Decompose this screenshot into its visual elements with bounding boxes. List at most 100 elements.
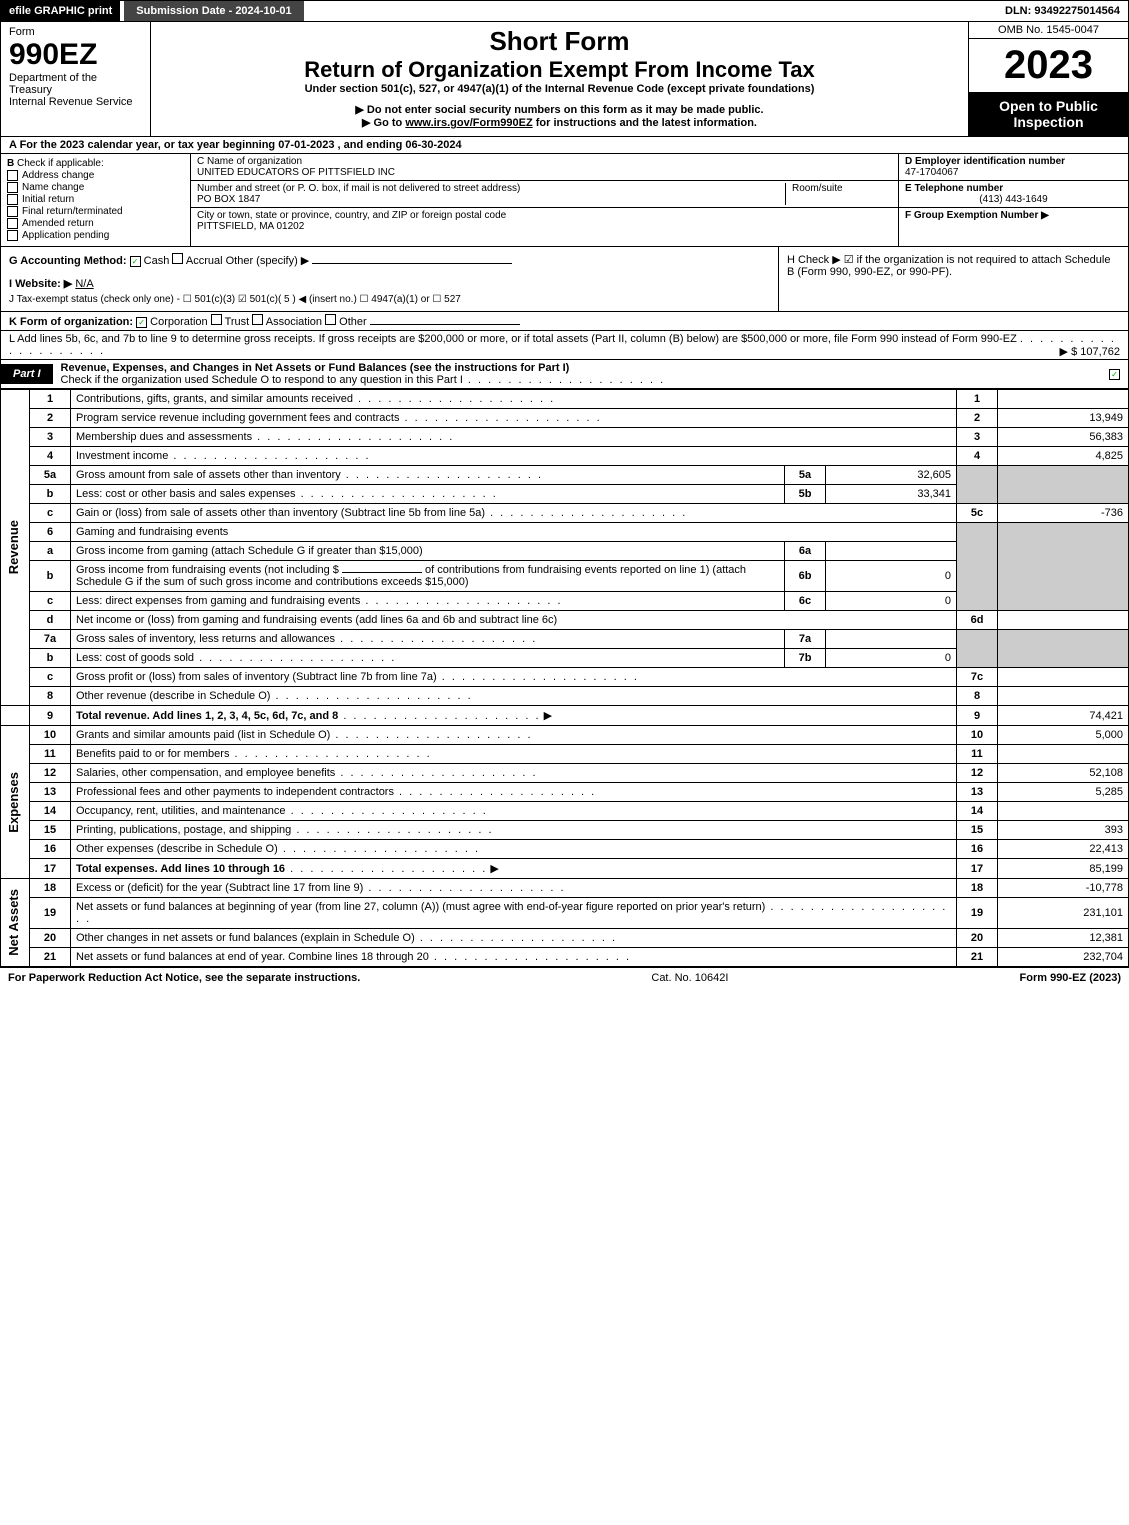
line-6a-sub: 6a — [785, 542, 826, 561]
instruction-line-2: ▶ Go to www.irs.gov/Form990EZ for instru… — [159, 116, 960, 129]
footer-right: Form 990-EZ (2023) — [1020, 972, 1121, 984]
cb-app-pending[interactable] — [7, 230, 18, 241]
cb-address-change[interactable] — [7, 170, 18, 181]
part-1-header: Part I Revenue, Expenses, and Changes in… — [0, 360, 1129, 389]
line-15-val: 393 — [998, 821, 1129, 840]
line-2-val: 13,949 — [998, 409, 1129, 428]
vlabel-expenses: Expenses — [6, 772, 21, 833]
section-c-org: C Name of organization UNITED EDUCATORS … — [191, 154, 898, 246]
lbl-amended-return: Amended return — [22, 218, 94, 229]
line-6b-desc1: Gross income from fundraising events (no… — [76, 564, 339, 576]
cb-schedule-o[interactable] — [1109, 369, 1120, 380]
line-3-col: 3 — [957, 428, 998, 447]
footer-left: For Paperwork Reduction Act Notice, see … — [8, 972, 360, 984]
section-a-tax-year: A For the 2023 calendar year, or tax yea… — [0, 137, 1129, 154]
line-9-col: 9 — [957, 706, 998, 726]
line-5b-desc: Less: cost or other basis and sales expe… — [76, 488, 296, 500]
dln-label: DLN: 93492275014564 — [997, 1, 1128, 21]
line-14-col: 14 — [957, 802, 998, 821]
lbl-name-change: Name change — [22, 182, 84, 193]
line-21-desc: Net assets or fund balances at end of ye… — [76, 951, 429, 963]
part-1-checkline: Check if the organization used Schedule … — [61, 374, 463, 386]
line-15-desc: Printing, publications, postage, and shi… — [76, 824, 291, 836]
cb-accrual[interactable] — [172, 253, 183, 264]
line-2-col: 2 — [957, 409, 998, 428]
line-5c-val: -736 — [998, 504, 1129, 523]
line-7b-sub: 7b — [785, 649, 826, 668]
line-5b-subval: 33,341 — [826, 485, 957, 504]
line-6a-subval — [826, 542, 957, 561]
cb-other-org[interactable] — [325, 314, 336, 325]
e-phone: (413) 443-1649 — [905, 194, 1122, 205]
line-6c-subval: 0 — [826, 592, 957, 611]
line-4-col: 4 — [957, 447, 998, 466]
cb-corp[interactable] — [136, 317, 147, 328]
line-17-val: 85,199 — [998, 859, 1129, 879]
line-7c-desc: Gross profit or (loss) from sales of inv… — [76, 671, 437, 683]
line-18-col: 18 — [957, 879, 998, 898]
efile-print-label[interactable]: efile GRAPHIC print — [1, 1, 120, 21]
line-19-desc: Net assets or fund balances at beginning… — [76, 901, 765, 913]
lbl-initial-return: Initial return — [22, 194, 74, 205]
line-11-desc: Benefits paid to or for members — [76, 748, 229, 760]
lbl-cash: Cash — [144, 255, 170, 267]
line-21-val: 232,704 — [998, 948, 1129, 967]
line-10-val: 5,000 — [998, 726, 1129, 745]
lbl-final-return: Final return/terminated — [22, 206, 123, 217]
line-5a-sub: 5a — [785, 466, 826, 485]
line-14-val — [998, 802, 1129, 821]
line-20-desc: Other changes in net assets or fund bala… — [76, 932, 415, 944]
tax-year: 2023 — [969, 39, 1128, 92]
cb-cash[interactable] — [130, 256, 141, 267]
cb-assoc[interactable] — [252, 314, 263, 325]
b-check-if: Check if applicable: — [17, 158, 104, 169]
lines-table: Revenue 1 Contributions, gifts, grants, … — [0, 389, 1129, 967]
line-6d-col: 6d — [957, 611, 998, 630]
line-3-val: 56,383 — [998, 428, 1129, 447]
line-6d-desc: Net income or (loss) from gaming and fun… — [71, 611, 957, 630]
line-7a-sub: 7a — [785, 630, 826, 649]
line-16-col: 16 — [957, 840, 998, 859]
line-20-col: 20 — [957, 929, 998, 948]
line-9-val: 74,421 — [998, 706, 1129, 726]
cb-trust[interactable] — [211, 314, 222, 325]
c-name-label: C Name of organization — [197, 156, 892, 167]
line-7c-val — [998, 668, 1129, 687]
line-1-val — [998, 390, 1129, 409]
lbl-app-pending: Application pending — [22, 230, 109, 241]
cb-initial-return[interactable] — [7, 194, 18, 205]
line-13-val: 5,285 — [998, 783, 1129, 802]
e-label: E Telephone number — [905, 183, 1122, 194]
cb-final-return[interactable] — [7, 206, 18, 217]
org-info-grid: B Check if applicable: Address change Na… — [0, 154, 1129, 247]
c-addr: PO BOX 1847 — [197, 194, 785, 205]
c-city-label: City or town, state or province, country… — [197, 210, 892, 221]
dept-irs: Internal Revenue Service — [9, 96, 142, 108]
line-14-desc: Occupancy, rent, utilities, and maintena… — [76, 805, 286, 817]
i-website: N/A — [75, 278, 93, 290]
line-12-col: 12 — [957, 764, 998, 783]
line-13-desc: Professional fees and other payments to … — [76, 786, 394, 798]
l-row: L Add lines 5b, 6c, and 7b to line 9 to … — [0, 331, 1129, 360]
dept-treasury: Department of the Treasury — [9, 72, 142, 96]
line-5b-sub: 5b — [785, 485, 826, 504]
line-7a-subval — [826, 630, 957, 649]
page-footer: For Paperwork Reduction Act Notice, see … — [0, 967, 1129, 988]
c-org-name: UNITED EDUCATORS OF PITTSFIELD INC — [197, 167, 892, 178]
h-schedule-b: H Check ▶ ☑ if the organization is not r… — [778, 247, 1128, 311]
cb-name-change[interactable] — [7, 182, 18, 193]
vlabel-netassets: Net Assets — [6, 889, 21, 956]
line-15-col: 15 — [957, 821, 998, 840]
line-6d-val — [998, 611, 1129, 630]
line-6b-sub: 6b — [785, 561, 826, 592]
lbl-address-change: Address change — [22, 170, 94, 181]
line-17-desc: Total expenses. Add lines 10 through 16 — [76, 863, 285, 875]
omb-number: OMB No. 1545-0047 — [969, 22, 1128, 39]
line-18-desc: Excess or (deficit) for the year (Subtra… — [76, 882, 363, 894]
line-5a-desc: Gross amount from sale of assets other t… — [76, 469, 341, 481]
line-18-val: -10,778 — [998, 879, 1129, 898]
footer-center: Cat. No. 10642I — [651, 972, 728, 984]
cb-amended-return[interactable] — [7, 218, 18, 229]
lbl-accrual: Accrual — [186, 255, 223, 267]
k-label: K Form of organization: — [9, 316, 133, 328]
